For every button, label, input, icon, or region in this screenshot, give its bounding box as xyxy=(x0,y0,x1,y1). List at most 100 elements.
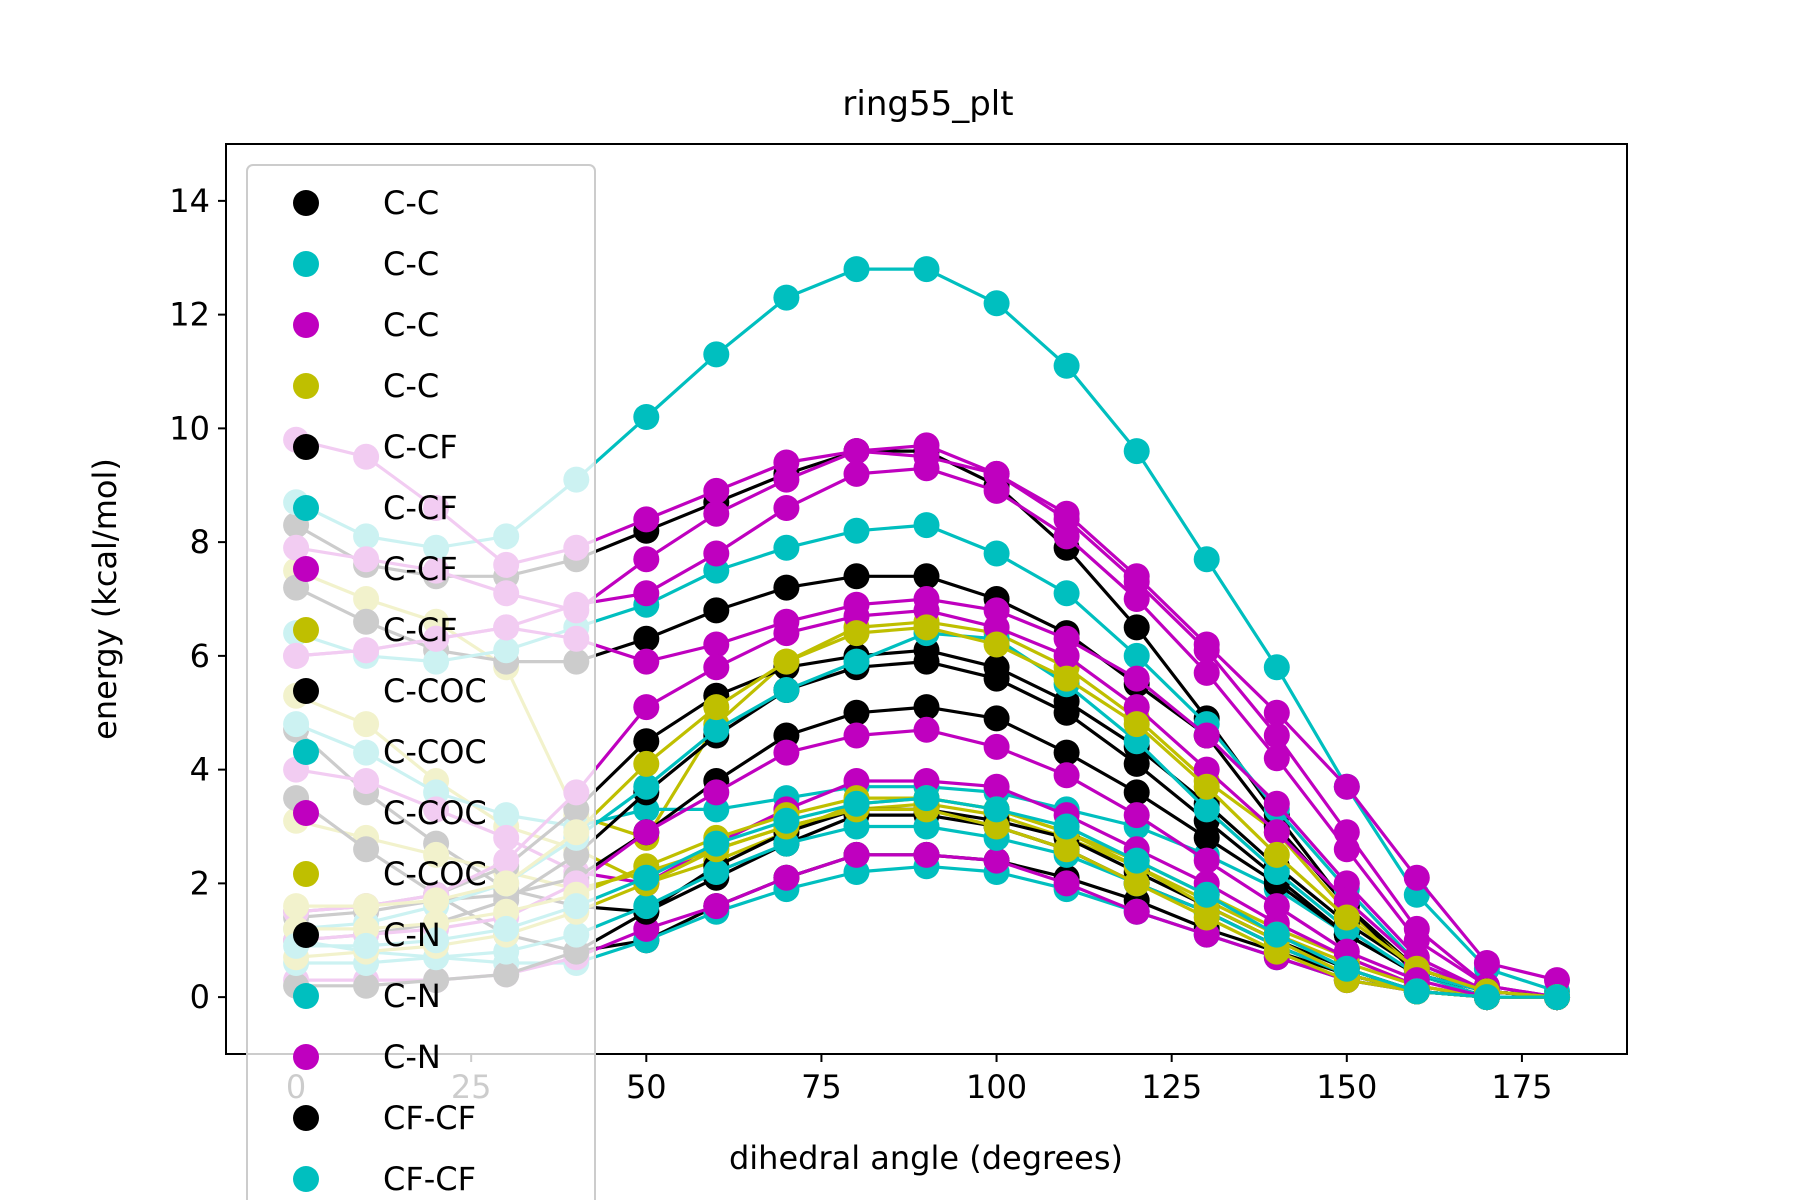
legend-label: CF-CF xyxy=(383,1099,476,1137)
data-point xyxy=(913,841,940,868)
data-point xyxy=(1333,955,1360,982)
data-point xyxy=(843,563,870,590)
data-point xyxy=(633,893,660,920)
data-point xyxy=(633,864,660,891)
data-point xyxy=(1193,847,1220,874)
legend-label: C-COC xyxy=(383,672,487,710)
legend-marker xyxy=(293,678,319,704)
data-point xyxy=(1403,864,1430,891)
data-point xyxy=(1053,762,1080,789)
data-point xyxy=(703,859,730,885)
data-point xyxy=(773,677,800,703)
data-point xyxy=(843,517,870,544)
legend-label: C-COC xyxy=(383,733,487,771)
data-point xyxy=(703,500,730,527)
x-tick-label: 75 xyxy=(801,1068,842,1106)
data-point xyxy=(1333,836,1360,863)
legend-label: C-COC xyxy=(383,794,487,832)
data-point xyxy=(1263,841,1290,868)
data-point xyxy=(703,631,730,658)
legend-marker xyxy=(293,251,319,277)
data-point xyxy=(773,466,800,493)
data-point xyxy=(1053,870,1080,897)
data-point xyxy=(633,750,660,777)
data-point xyxy=(633,625,660,652)
legend-marker xyxy=(293,800,319,826)
data-point xyxy=(703,597,730,624)
data-point xyxy=(773,534,800,561)
legend-label: C-N xyxy=(383,977,441,1015)
legend-marker xyxy=(293,495,319,521)
data-point xyxy=(1193,796,1220,823)
chart-title: ring55_plt xyxy=(842,84,1013,124)
legend-label: C-CF xyxy=(383,428,458,466)
y-tick-label: 2 xyxy=(190,864,210,902)
legend-entry: C-COC xyxy=(293,672,487,710)
legend-label: C-CF xyxy=(383,489,458,527)
legend-marker xyxy=(293,922,319,948)
legend-label: C-C xyxy=(383,306,439,344)
legend-entry: C-COC xyxy=(293,733,487,771)
legend-entry: C-C xyxy=(293,245,439,283)
legend-label: C-C xyxy=(383,184,439,222)
data-point xyxy=(843,620,870,647)
data-point xyxy=(1263,745,1290,772)
legend-entry: C-CF xyxy=(293,611,458,649)
data-point xyxy=(1053,523,1080,550)
data-point xyxy=(983,847,1010,874)
legend-marker xyxy=(293,1105,319,1131)
data-point xyxy=(843,460,870,487)
data-point xyxy=(1123,586,1150,612)
y-axis: 0 2 4 6 8 10 12 14 xyxy=(169,182,226,1016)
data-point xyxy=(1193,637,1220,664)
data-point xyxy=(633,728,660,755)
data-point xyxy=(703,893,730,920)
data-point xyxy=(843,722,870,749)
data-point xyxy=(1263,819,1290,846)
data-point xyxy=(1123,802,1150,829)
data-point xyxy=(1053,739,1080,766)
data-point xyxy=(1403,978,1430,1005)
legend-entry: C-C xyxy=(293,306,439,344)
legend-entry: C-CF xyxy=(293,489,458,527)
data-point xyxy=(1123,779,1150,806)
legend-marker xyxy=(293,434,319,460)
data-point xyxy=(773,807,800,834)
data-point xyxy=(773,284,800,311)
data-point xyxy=(703,779,730,806)
legend-label: C-CF xyxy=(383,611,458,649)
data-point xyxy=(983,290,1010,317)
legend-label: CF-CF xyxy=(383,1160,476,1198)
data-point xyxy=(913,716,940,743)
legend-entry: C-CF xyxy=(293,550,458,588)
data-point xyxy=(1123,711,1150,738)
y-tick-label: 6 xyxy=(190,637,210,675)
legend-entry: C-CF xyxy=(293,428,458,466)
data-point xyxy=(1193,659,1220,686)
data-point xyxy=(983,540,1010,567)
series-18 xyxy=(283,455,1570,1011)
data-point xyxy=(1193,722,1220,749)
data-point xyxy=(1263,921,1290,948)
data-point xyxy=(633,694,660,721)
data-point xyxy=(1193,773,1220,800)
legend-label: C-CF xyxy=(383,550,458,588)
data-point xyxy=(913,694,940,721)
y-tick-label: 12 xyxy=(169,296,210,334)
data-point xyxy=(703,477,730,504)
data-point xyxy=(983,796,1010,823)
data-point xyxy=(633,580,660,607)
data-point xyxy=(773,495,800,521)
data-point xyxy=(703,540,730,567)
data-point xyxy=(1123,665,1150,692)
y-tick-label: 10 xyxy=(169,409,210,447)
data-point xyxy=(983,733,1010,760)
legend-label: C-N xyxy=(383,916,441,954)
data-point xyxy=(983,773,1010,800)
data-point xyxy=(843,790,870,817)
x-tick-label: 175 xyxy=(1491,1068,1552,1106)
data-point xyxy=(1473,950,1500,976)
data-point xyxy=(913,563,940,590)
data-point xyxy=(1544,984,1570,1011)
